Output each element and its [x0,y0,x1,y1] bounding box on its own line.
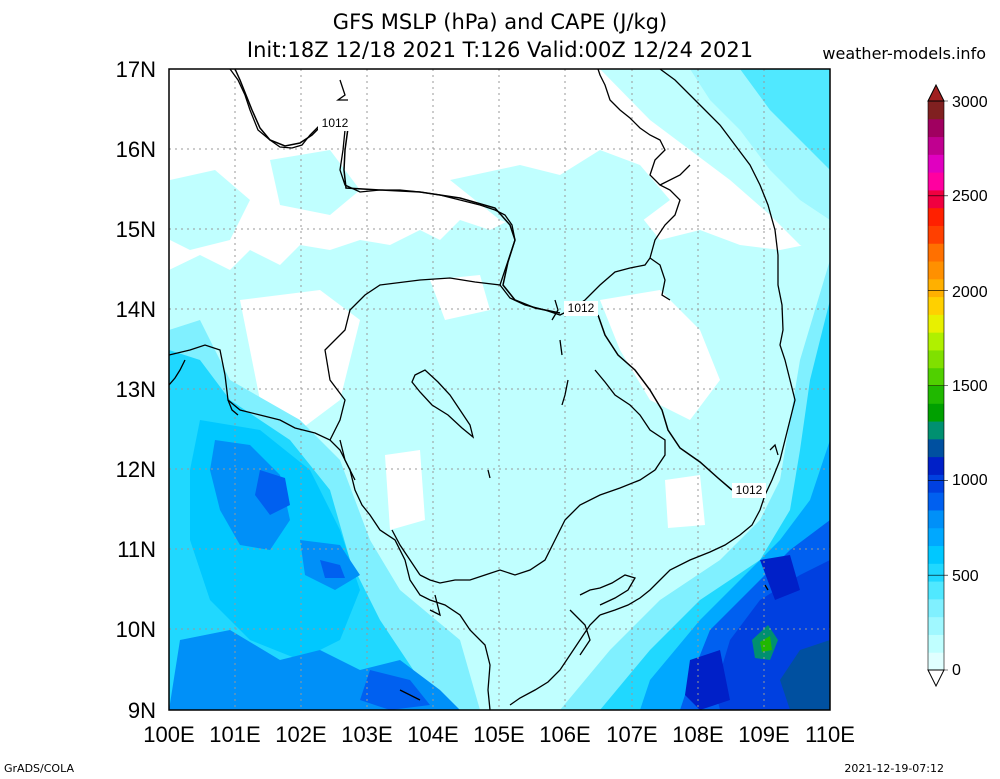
isobars [234,68,733,491]
chart-title: GFS MSLP (hPa) and CAPE (J/kg) [332,10,668,34]
colorbar-swatch [928,474,944,493]
colorbar-swatch [928,296,944,315]
colorbar-swatch [928,207,944,226]
lon-label: 108E [672,722,723,747]
colorbar-swatch [928,616,944,635]
colorbar-swatch [928,278,944,298]
colorbar-swatch [928,349,944,369]
lon-label: 109E [738,722,789,747]
lon-label: 101E [209,722,260,747]
isobar-label: 1012 [568,301,595,315]
colorbar-swatch [928,118,944,138]
colorbar-swatch [928,581,944,600]
lon-label: 107E [606,722,657,747]
lon-label: 103E [341,722,392,747]
footer-timestamp: 2021-12-19-07:12 [844,762,944,775]
colorbar-tick-label: 2000 [952,284,988,301]
chart-subtitle: Init:18Z 12/18 2021 T:126 Valid:00Z 12/2… [246,38,754,62]
lon-label: 104E [407,722,458,747]
coastlines [169,69,796,710]
colorbar-swatch [928,598,944,618]
colorbar-swatch [928,545,944,564]
lat-label: 17N [116,57,156,82]
colorbar-swatch [928,136,944,155]
colorbar-swatch [928,314,944,333]
latitude-labels: 17N 16N 15N 14N 13N 12N 11N 10N 9N [116,57,156,723]
colorbar-swatch [928,367,944,386]
lat-label: 9N [128,698,156,723]
colorbar-tick-label: 1500 [952,378,988,395]
colorbar-swatch [928,225,944,244]
lat-label: 10N [116,617,156,642]
isobar-label: 1012 [322,116,349,130]
colorbar-labels: 3000 2500 2000 1500 1000 500 0 [952,94,988,679]
lat-label: 11N [117,537,156,562]
colorbar-swatch [928,243,944,262]
lon-label: 110E [805,722,855,747]
cape-field [169,69,830,710]
colorbar [927,83,948,688]
colorbar-swatch [928,438,944,458]
isobar-label: 1012 [736,483,763,497]
lat-label: 16N [116,137,156,162]
colorbar-swatch [928,421,944,440]
lat-label: 12N [116,457,156,482]
colorbar-swatch [928,509,944,529]
colorbar-min-arrow [927,669,945,688]
colorbar-max-arrow [927,83,945,102]
footer-credit: GrADS/COLA [4,762,74,775]
colorbar-swatch [928,492,944,511]
colorbar-swatch [928,634,944,653]
colorbar-swatch [928,261,944,280]
colorbar-tick-label: 2500 [952,188,988,205]
map-frame [168,68,831,711]
lon-label: 100E [143,722,194,747]
colorbar-tick-label: 0 [952,662,961,679]
isobar-labels: 1012 1012 1012 [318,116,766,498]
colorbar-swatch [928,101,944,120]
colorbar-tick-label: 1000 [952,472,988,489]
colorbar-swatch [928,172,944,191]
colorbar-swatch [928,456,944,475]
lat-label: 15N [116,217,156,242]
colorbar-swatch [928,652,944,671]
colorbar-swatch [928,385,944,404]
lon-label: 105E [473,722,524,747]
lat-label: 14N [116,297,156,322]
colorbar-tick-label: 3000 [952,94,988,111]
colorbar-swatch [928,527,944,547]
colorbar-swatch [928,154,944,173]
lat-label: 13N [116,377,156,402]
colorbar-swatch [928,563,944,582]
graticule [169,69,830,710]
colorbar-swatch [928,189,944,209]
colorbar-swatch [928,332,944,351]
lon-label: 102E [275,722,326,747]
longitude-labels: 100E 101E 102E 103E 104E 105E 106E 107E … [143,722,855,747]
lon-label: 106E [539,722,590,747]
colorbar-swatch [928,403,944,422]
colorbar-tick-label: 500 [952,568,979,585]
site-label[interactable]: weather-models.info [822,44,986,63]
